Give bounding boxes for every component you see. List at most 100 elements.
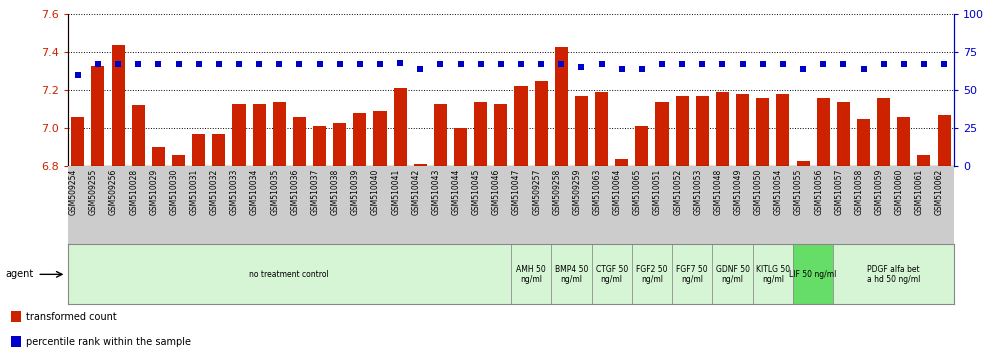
Text: GSM510043: GSM510043 <box>431 169 440 215</box>
Text: GSM510052: GSM510052 <box>673 169 682 215</box>
Bar <box>434 104 447 166</box>
Text: GSM510041: GSM510041 <box>391 169 400 215</box>
Bar <box>937 115 950 166</box>
Bar <box>917 155 930 166</box>
Bar <box>857 119 871 166</box>
Text: GSM510035: GSM510035 <box>270 169 279 215</box>
Bar <box>333 122 347 166</box>
Text: GSM510030: GSM510030 <box>169 169 178 215</box>
Bar <box>172 155 185 166</box>
Text: GSM510031: GSM510031 <box>189 169 198 215</box>
Text: GSM510046: GSM510046 <box>492 169 501 215</box>
Bar <box>551 244 592 304</box>
Text: GSM510029: GSM510029 <box>149 169 158 215</box>
Bar <box>631 244 672 304</box>
Bar <box>817 98 830 166</box>
Text: GSM510047: GSM510047 <box>512 169 521 215</box>
Bar <box>192 134 205 166</box>
Bar <box>793 244 834 304</box>
Text: GSM510063: GSM510063 <box>593 169 602 215</box>
Text: GSM509254: GSM509254 <box>69 169 78 215</box>
Bar <box>454 128 467 166</box>
Text: GSM510060: GSM510060 <box>894 169 903 215</box>
Text: LIF 50 ng/ml: LIF 50 ng/ml <box>790 270 837 279</box>
Bar <box>92 65 105 166</box>
Text: GSM510055: GSM510055 <box>794 169 803 215</box>
Bar <box>393 88 406 166</box>
Bar <box>253 104 266 166</box>
Text: GSM510056: GSM510056 <box>814 169 824 215</box>
Text: GSM509259: GSM509259 <box>573 169 582 215</box>
Bar <box>696 96 709 166</box>
Text: GSM510033: GSM510033 <box>230 169 239 215</box>
Text: FGF7 50
ng/ml: FGF7 50 ng/ml <box>676 265 708 284</box>
Bar <box>675 96 689 166</box>
Bar <box>68 244 511 304</box>
Bar <box>131 105 144 166</box>
Bar <box>616 159 628 166</box>
Bar <box>112 45 124 166</box>
Text: GSM510028: GSM510028 <box>129 169 138 215</box>
Text: FGF2 50
ng/ml: FGF2 50 ng/ml <box>636 265 667 284</box>
Bar <box>11 336 21 347</box>
Bar <box>672 244 712 304</box>
Bar <box>776 94 790 166</box>
Text: GSM510045: GSM510045 <box>472 169 481 215</box>
Bar <box>11 312 21 322</box>
Text: transformed count: transformed count <box>26 312 118 322</box>
Bar <box>413 165 427 166</box>
Bar <box>354 113 367 166</box>
Text: GSM510057: GSM510057 <box>835 169 844 215</box>
Text: GSM510054: GSM510054 <box>774 169 783 215</box>
Text: GSM510058: GSM510058 <box>855 169 864 215</box>
Text: GSM510061: GSM510061 <box>915 169 924 215</box>
Text: AMH 50
ng/ml: AMH 50 ng/ml <box>516 265 546 284</box>
Bar <box>736 94 749 166</box>
Text: GSM510032: GSM510032 <box>210 169 219 215</box>
Bar <box>535 81 548 166</box>
Bar <box>293 117 306 166</box>
Text: GSM510065: GSM510065 <box>632 169 641 215</box>
Text: GSM510051: GSM510051 <box>653 169 662 215</box>
Bar <box>595 92 609 166</box>
Bar <box>72 117 85 166</box>
Bar <box>232 104 246 166</box>
Text: PDGF alfa bet
a hd 50 ng/ml: PDGF alfa bet a hd 50 ng/ml <box>868 265 920 284</box>
Bar <box>877 98 890 166</box>
Text: GSM510048: GSM510048 <box>713 169 722 215</box>
Text: GSM510040: GSM510040 <box>371 169 380 215</box>
Bar <box>474 102 487 166</box>
Text: GSM510064: GSM510064 <box>613 169 622 215</box>
Bar <box>655 102 668 166</box>
Text: GSM510044: GSM510044 <box>451 169 460 215</box>
Text: percentile rank within the sample: percentile rank within the sample <box>26 337 191 347</box>
Bar <box>374 111 386 166</box>
Bar <box>712 244 753 304</box>
Text: GSM509257: GSM509257 <box>532 169 541 215</box>
Bar <box>494 104 507 166</box>
Text: GSM510037: GSM510037 <box>311 169 320 215</box>
Text: GSM510050: GSM510050 <box>754 169 763 215</box>
Bar <box>555 46 568 166</box>
Text: GSM510059: GSM510059 <box>874 169 883 215</box>
Bar <box>511 244 551 304</box>
Bar <box>797 161 810 166</box>
Text: GSM509256: GSM509256 <box>110 169 119 215</box>
Text: GSM509258: GSM509258 <box>553 169 562 215</box>
Text: GSM509255: GSM509255 <box>89 169 98 215</box>
Bar <box>592 244 631 304</box>
Text: BMP4 50
ng/ml: BMP4 50 ng/ml <box>555 265 588 284</box>
Text: GSM510049: GSM510049 <box>734 169 743 215</box>
Text: GDNF 50
ng/ml: GDNF 50 ng/ml <box>715 265 750 284</box>
Bar <box>313 126 326 166</box>
Text: GSM510053: GSM510053 <box>693 169 702 215</box>
Bar <box>834 244 954 304</box>
Text: CTGF 50
ng/ml: CTGF 50 ng/ml <box>596 265 627 284</box>
Bar <box>515 86 528 166</box>
Text: GSM510034: GSM510034 <box>250 169 259 215</box>
Bar <box>151 147 165 166</box>
Bar <box>753 244 793 304</box>
Bar <box>716 92 729 166</box>
Text: GSM510036: GSM510036 <box>291 169 300 215</box>
Text: no treatment control: no treatment control <box>249 270 330 279</box>
